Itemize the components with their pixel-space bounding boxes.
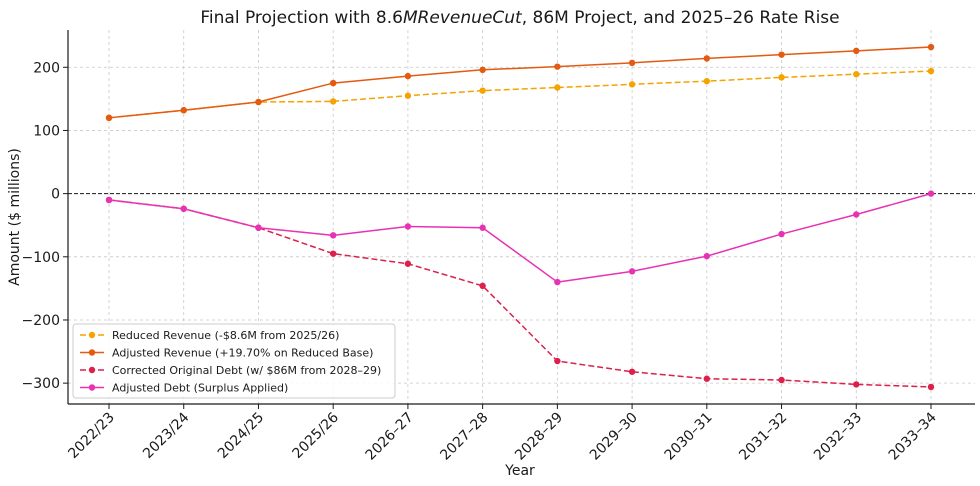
data-point bbox=[329, 250, 337, 257]
data-point bbox=[404, 223, 412, 230]
x-tick-label: 2023/24 bbox=[140, 409, 193, 462]
y-ticks: 200 100 0 −100 −200 −300 bbox=[22, 60, 68, 392]
data-point bbox=[255, 224, 262, 231]
legend: Reduced Revenue (-$8.6M from 2025/26) Adj… bbox=[72, 323, 396, 399]
series-0 bbox=[105, 67, 935, 122]
data-point bbox=[927, 67, 935, 75]
data-point bbox=[927, 190, 935, 197]
x-tick-label: 2022/23 bbox=[65, 410, 117, 462]
data-point bbox=[479, 87, 486, 94]
data-point bbox=[329, 79, 337, 87]
x-tick-label: 2031–32 bbox=[736, 410, 790, 464]
x-tick-label: 2033–34 bbox=[886, 409, 940, 463]
series-line bbox=[108, 192, 932, 283]
x-tick-label: 2029–30 bbox=[587, 410, 641, 464]
data-point bbox=[927, 383, 935, 391]
x-tick-label: 2025/26 bbox=[290, 409, 343, 462]
data-point bbox=[180, 205, 187, 212]
series-layer bbox=[105, 43, 935, 391]
data-point bbox=[404, 92, 412, 99]
data-point bbox=[479, 66, 486, 74]
x-ticks: 2022/23 2023/24 2024/25 2025/26 2026–27 2027–… bbox=[65, 404, 940, 464]
legend-item: Corrected Original Debt (w/ $86M from 20… bbox=[80, 364, 381, 377]
data-point bbox=[105, 114, 113, 122]
data-point bbox=[255, 98, 262, 106]
data-point bbox=[778, 376, 785, 384]
data-point bbox=[628, 81, 636, 88]
data-point bbox=[628, 368, 636, 375]
x-axis-label: Year bbox=[504, 463, 535, 479]
data-point bbox=[853, 71, 860, 78]
data-point bbox=[628, 268, 636, 275]
data-point bbox=[554, 63, 561, 70]
data-point bbox=[927, 43, 935, 51]
data-point bbox=[180, 107, 187, 114]
data-point bbox=[778, 51, 785, 58]
data-point bbox=[554, 278, 561, 286]
data-point bbox=[703, 55, 711, 62]
data-point bbox=[778, 230, 785, 238]
y-axis-label: Amount ($ millions) bbox=[7, 148, 23, 286]
x-tick-label: 2028–29 bbox=[512, 410, 566, 464]
chart-title: Final Projection with 8.6MRevenueCut, 86… bbox=[200, 8, 839, 28]
data-point bbox=[329, 98, 337, 105]
data-point bbox=[628, 59, 636, 67]
legend-swatch-marker bbox=[88, 366, 96, 374]
chart-title-part2: MRevenueCut bbox=[403, 8, 523, 28]
data-point bbox=[404, 260, 412, 267]
series-line bbox=[108, 70, 932, 119]
y-tick-label: 200 bbox=[33, 60, 60, 76]
legend-frame bbox=[72, 323, 396, 399]
data-point bbox=[853, 381, 860, 388]
data-point bbox=[479, 282, 486, 290]
data-point bbox=[778, 74, 785, 81]
legend-swatch-marker bbox=[88, 384, 96, 391]
data-point bbox=[554, 84, 561, 91]
data-point bbox=[554, 357, 561, 365]
data-point bbox=[329, 232, 337, 239]
series-1 bbox=[105, 43, 935, 122]
series-line bbox=[108, 46, 932, 119]
y-tick-label: −100 bbox=[22, 250, 60, 266]
y-tick-label: −300 bbox=[22, 376, 60, 392]
legend-label: Corrected Original Debt (w/ $86M from 20… bbox=[112, 364, 381, 377]
data-point bbox=[404, 72, 412, 80]
legend-item: Adjusted Revenue (+19.70% on Reduced Bas… bbox=[80, 347, 373, 360]
y-tick-label: 100 bbox=[33, 123, 60, 139]
y-tick-label: −200 bbox=[22, 313, 60, 329]
legend-label: Adjusted Revenue (+19.70% on Reduced Bas… bbox=[112, 347, 373, 360]
y-tick-label: 0 bbox=[51, 187, 60, 203]
x-tick-label: 2024/25 bbox=[215, 410, 267, 462]
series-3 bbox=[105, 190, 935, 286]
legend-item: Reduced Revenue (-$8.6M from 2025/26) bbox=[80, 329, 339, 342]
x-tick-label: 2032–33 bbox=[811, 410, 865, 464]
data-point bbox=[479, 224, 486, 231]
data-point bbox=[703, 77, 711, 85]
chart-title-part3: , 86M Project, and 2025–26 Rate Rise bbox=[522, 8, 840, 28]
data-point bbox=[853, 47, 860, 55]
data-point bbox=[853, 211, 860, 218]
legend-label: Reduced Revenue (-$8.6M from 2025/26) bbox=[112, 329, 339, 342]
legend-swatch-marker bbox=[88, 331, 96, 339]
data-point bbox=[703, 252, 711, 260]
x-tick-label: 2030–31 bbox=[662, 410, 716, 464]
chart-title-part1: Final Projection with 8.6 bbox=[200, 8, 403, 28]
legend-label: Adjusted Debt (Surplus Applied) bbox=[112, 382, 288, 395]
x-tick-label: 2027–28 bbox=[437, 410, 491, 464]
legend-swatch-marker bbox=[88, 349, 96, 356]
data-point bbox=[105, 196, 113, 204]
data-point bbox=[703, 375, 711, 382]
x-tick-label: 2026–27 bbox=[363, 410, 417, 464]
legend-item: Adjusted Debt (Surplus Applied) bbox=[80, 382, 288, 395]
